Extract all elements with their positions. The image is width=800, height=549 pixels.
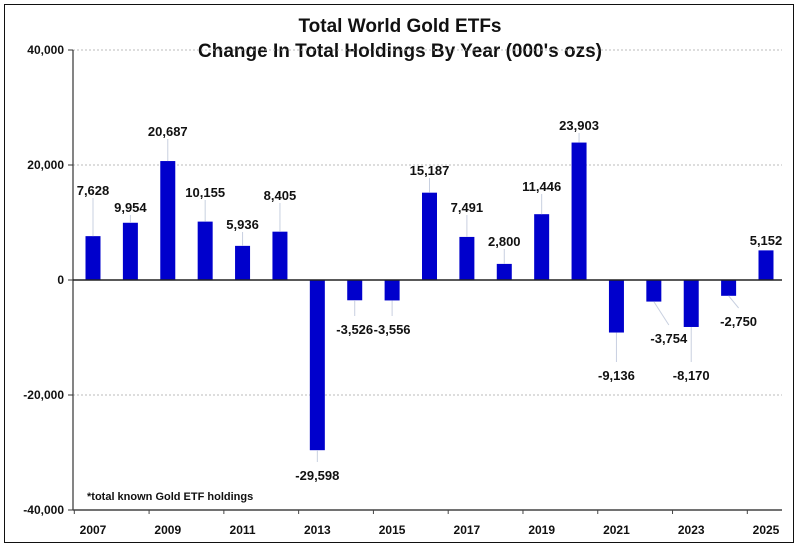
- data-label-2011: 5,936: [226, 217, 259, 232]
- y-tick-label: 0: [57, 273, 64, 287]
- x-tick-label: 2013: [304, 523, 331, 537]
- y-tick-label: -20,000: [23, 388, 64, 402]
- bar-2013: [309, 280, 325, 451]
- bar-2018: [496, 263, 512, 280]
- data-label-2012: 8,405: [264, 188, 297, 203]
- bar-2019: [534, 214, 550, 280]
- data-label-2013: -29,598: [295, 468, 339, 483]
- data-label-2022: -3,754: [650, 331, 688, 346]
- x-tick-label: 2015: [379, 523, 406, 537]
- bar-2017: [459, 236, 475, 280]
- bar-2023: [683, 280, 699, 327]
- bar-2020: [571, 142, 587, 280]
- bar-2024: [721, 280, 737, 296]
- y-tick-label: 40,000: [27, 43, 64, 57]
- bar-2008: [122, 222, 138, 280]
- chart-frame: [4, 4, 794, 543]
- y-tick-label: -40,000: [23, 503, 64, 517]
- bar-2011: [235, 245, 251, 280]
- data-label-2008: 9,954: [114, 200, 147, 215]
- data-label-2025: 5,152: [750, 233, 783, 248]
- x-tick-label: 2017: [454, 523, 481, 537]
- bar-2014: [347, 280, 363, 301]
- bar-2021: [608, 280, 624, 333]
- data-label-2010: 10,155: [185, 185, 225, 200]
- data-label-2020: 23,903: [559, 118, 599, 133]
- x-tick-label: 2025: [753, 523, 780, 537]
- leader-line: [653, 301, 670, 326]
- data-label-2015: -3,556: [374, 322, 411, 337]
- data-label-2007: 7,628: [77, 183, 110, 198]
- y-tick-label: 20,000: [27, 158, 64, 172]
- chart-title: Total World Gold ETFs: [298, 16, 502, 37]
- x-tick-label: 2011: [230, 523, 256, 537]
- data-label-2023: -8,170: [673, 368, 710, 383]
- x-tick-label: 2023: [678, 523, 705, 537]
- data-label-2014: -3,526: [336, 322, 373, 337]
- bar-2016: [422, 192, 437, 280]
- bar-2012: [272, 231, 288, 280]
- bar-2009: [160, 161, 176, 280]
- data-label-2017: 7,491: [451, 200, 484, 215]
- data-label-2018: 2,800: [488, 234, 521, 249]
- x-tick-label: 2021: [603, 523, 630, 537]
- chart-subtitle: Change In Total Holdings By Year (000's …: [198, 41, 602, 62]
- data-label-2009: 20,687: [148, 124, 188, 139]
- data-label-2021: -9,136: [598, 368, 635, 383]
- x-tick-label: 2007: [80, 523, 107, 537]
- bar-2015: [384, 280, 400, 301]
- bar-2007: [85, 236, 101, 280]
- leader-line: [728, 295, 739, 309]
- data-label-2019: 11,446: [522, 179, 561, 194]
- bar-2022: [646, 280, 662, 302]
- bar-2010: [197, 221, 213, 280]
- x-tick-label: 2019: [528, 523, 555, 537]
- data-label-2024: -2,750: [720, 314, 757, 329]
- x-tick-label: 2009: [154, 523, 181, 537]
- data-label-2016: 15,187: [410, 163, 450, 178]
- bar-2025: [758, 250, 774, 280]
- footnote: *total known Gold ETF holdings: [87, 491, 253, 503]
